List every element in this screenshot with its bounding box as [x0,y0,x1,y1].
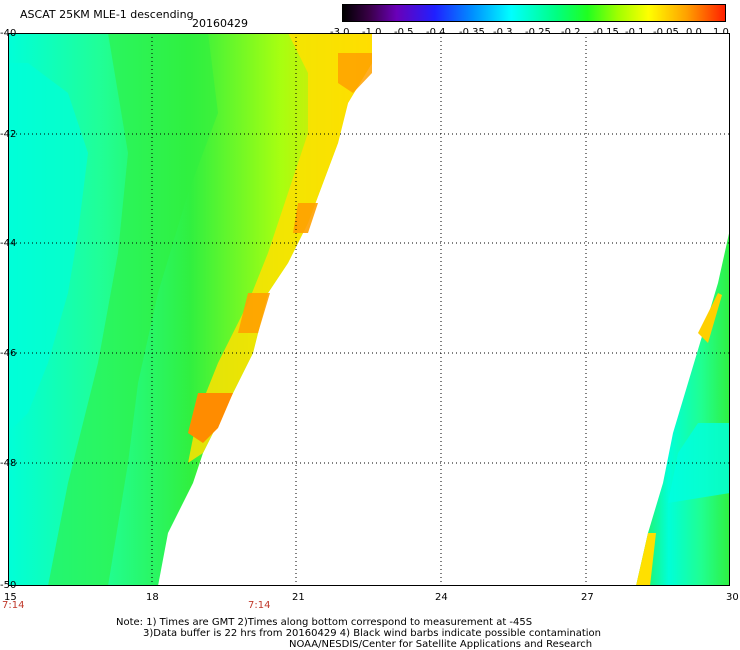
right-swath [636,229,730,586]
colorbar-tick: -0.15 [593,27,619,38]
colorbar-tick: 0.0 [686,27,702,38]
yellow-edge [188,33,372,463]
green-band [48,33,218,586]
colorbar [342,4,726,22]
lon-label: 24 [435,592,448,603]
colorbar-tick: -0.5 [394,27,414,38]
lat-label: -50 [0,580,17,591]
right-swath-yellow [636,533,656,586]
lat-label: -42 [0,129,17,140]
colorbar-tick: -0.2 [561,27,581,38]
orange-patch [188,393,233,443]
orange-patch [293,203,318,233]
colorbar-tick: -0.1 [625,27,645,38]
colorbar-tick: -3.0 [330,27,350,38]
colorbar-tick: -0.4 [426,27,446,38]
colorbar-tick-labels: -3.0 -1.0 -0.5 -0.4 -0.35 -0.3 -0.25 -0.… [330,27,729,39]
time-label: 7:14 [2,600,25,611]
orange-patch [238,293,270,333]
colorbar-tick: -0.05 [653,27,679,38]
lon-label: 30 [726,592,739,603]
right-swath-yellow [698,293,722,343]
lat-label: -46 [0,348,17,359]
colorbar-tick: -1.0 [362,27,382,38]
lon-label: 21 [292,592,305,603]
right-swath-cyan [668,423,730,503]
note-line-3: NOAA/NESDIS/Center for Satellite Applica… [289,639,593,650]
map-title: ASCAT 25KM MLE-1 descending [20,8,194,21]
lon-label: 15 [4,592,17,603]
note-line-2: 3)Data buffer is 22 hrs from 20160429 4)… [143,628,601,639]
lon-label: 18 [146,592,159,603]
lat-gridlines [8,133,730,464]
colorbar-tick: 1.0 [713,27,729,38]
cyan-region [8,63,88,433]
note-line-1: Note: 1) Times are GMT 2)Times along bot… [116,617,533,628]
colorbar-tick: -0.35 [459,27,485,38]
colorbar-tick: -0.3 [493,27,513,38]
map-date: 20160429 [192,17,248,30]
time-label: 7:14 [248,600,271,611]
lat-label: -40 [0,28,17,39]
scatterometer-swath-plot [8,33,730,586]
orange-patch [338,53,372,93]
colorbar-tick: -0.25 [525,27,551,38]
lon-gridlines [151,33,587,586]
lon-label: 27 [581,592,594,603]
map-area [8,33,730,586]
lat-label: -44 [0,238,17,249]
lat-label: -48 [0,458,17,469]
map-frame [8,33,730,586]
